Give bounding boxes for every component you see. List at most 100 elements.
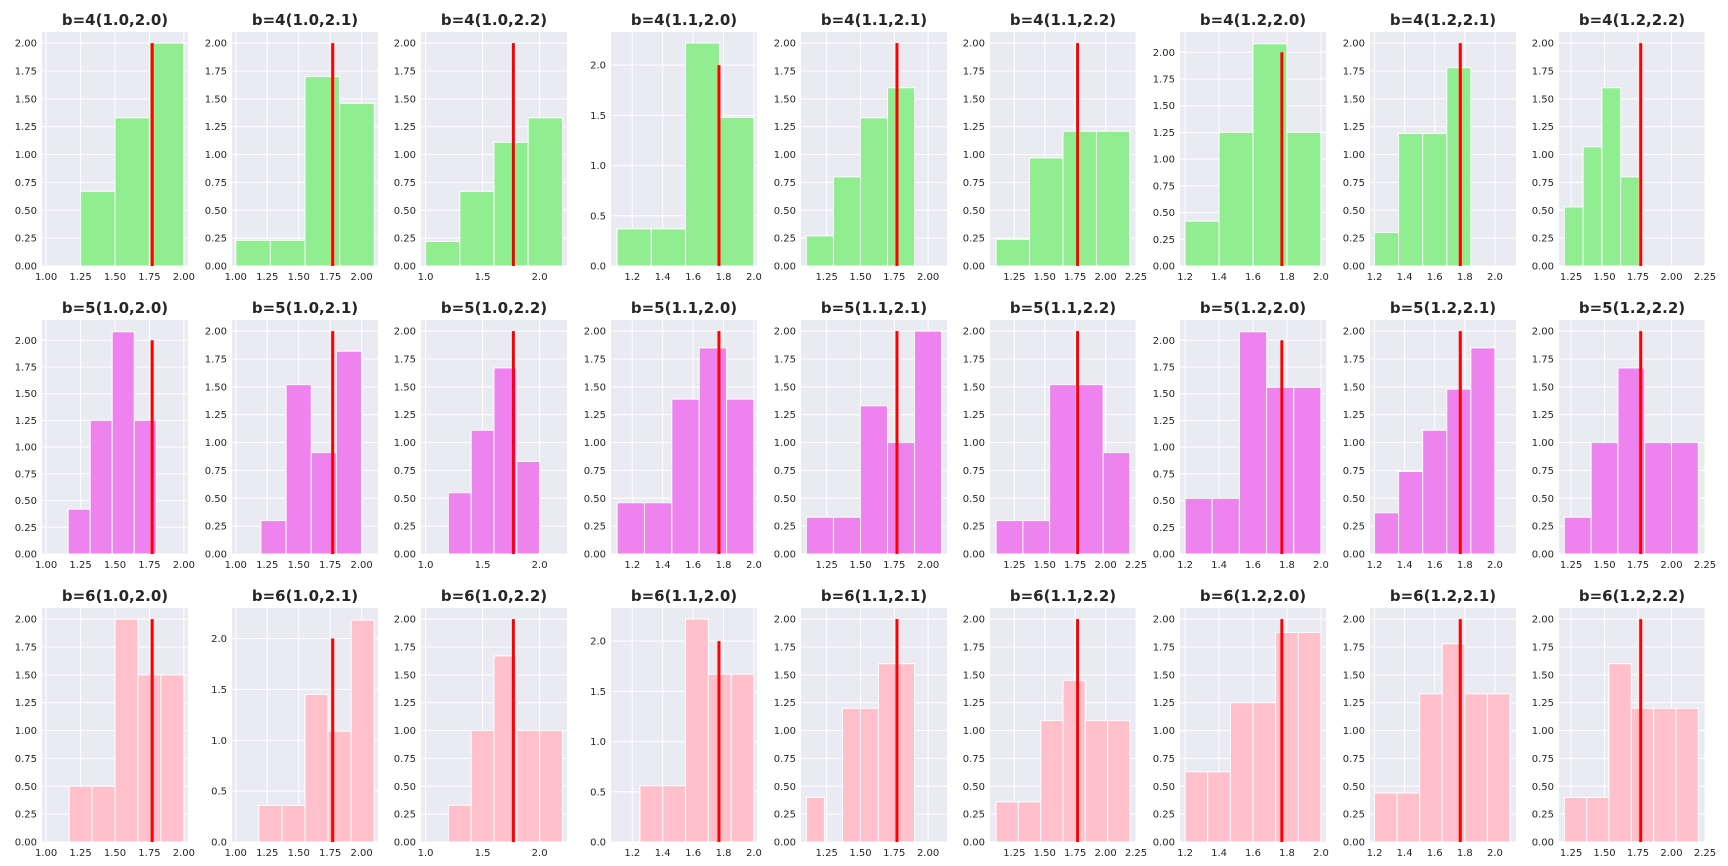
x-tick-label: 1.00 [35,848,57,859]
histogram-bar [470,730,495,843]
y-tick-label: 0.75 [15,469,37,480]
y-tick-label: 1.50 [1153,101,1175,112]
y-tick-label: 0.00 [774,262,796,273]
x-tick-label: 1.25 [69,848,91,859]
y-tick-label: 0.00 [1153,838,1175,849]
histogram-panel: b=6(1.1,2.0) 0.0 0.5 1.0 1.5 2.0 1.2 1.4 1.6 1.8 2… [569,586,762,866]
y-tick-label: 0.25 [1153,810,1175,821]
x-tick-label: 1.4 [655,272,671,283]
y-tick-label: 0.75 [394,178,416,189]
x-tick-label: 1.8 [716,848,732,859]
y-tick-label: 0.25 [15,810,37,821]
x-tick-label: 1.50 [288,272,310,283]
x-tick-label: 1.00 [225,848,247,859]
histogram-bar [527,117,563,267]
histogram-bar [1049,384,1077,555]
panel-title: b=6(1.2,2.2) [1578,587,1686,605]
x-tick-label: 1.25 [1560,560,1582,571]
histogram-plot: 0.0 0.5 1.0 1.5 2.0 1.2 1.4 1.6 1.8 2.0 [590,608,762,859]
panel-title: b=6(1.1,2.1) [820,587,928,605]
y-tick-label: 0.75 [394,466,416,477]
histogram-panel: b=4(1.2,2.1) 0.00 0.25 0.50 0.75 1.00 1.25 1.50… [1328,10,1516,290]
y-tick-label: 2.00 [1343,615,1365,626]
histogram-bar [1620,176,1640,267]
y-tick-label: 0.00 [774,550,796,561]
histogram-bar [1040,720,1064,843]
x-tick-label: 2.0 [532,560,548,571]
histogram-bar [685,618,709,843]
y-tick-label: 1.75 [205,355,227,366]
histogram-bar [80,190,116,267]
y-tick-label: 0.50 [963,494,985,505]
x-tick-label: 1.4 [1211,272,1227,283]
histogram-bar [1286,131,1322,267]
y-tick-label: 0.00 [394,838,416,849]
histogram-bar [1563,796,1588,843]
y-tick-label: 1.25 [963,122,985,133]
histogram-bar [304,76,341,267]
y-tick-label: 1.50 [1153,670,1175,681]
x-tick-label: 1.8 [1279,848,1295,859]
y-tick-label: 0.25 [774,810,796,821]
y-tick-label: 0.75 [1532,754,1554,765]
histogram-panel: b=5(1.1,2.2) 0.00 0.25 0.50 0.75 1.00 1.25 1.50… [948,298,1147,578]
x-tick-label: 1.50 [104,560,126,571]
y-tick-label: 1.50 [205,94,227,105]
histogram-bar [1297,632,1322,843]
histogram-bar [685,42,721,267]
x-tick-label: 1.75 [883,560,905,571]
y-tick-label: 0.75 [1153,181,1175,192]
y-tick-label: 1.25 [205,410,227,421]
y-tick-label: 0.5 [590,211,606,222]
y-tick-label: 0.25 [15,234,37,245]
histogram-plot: 0.00 0.25 0.50 0.75 1.00 1.25 1.50 1.75 2.00 1.25… [1532,608,1716,859]
histogram-bar [470,429,495,555]
x-tick-label: 1.4 [1211,560,1227,571]
x-tick-label: 1.75 [1627,272,1649,283]
x-tick-label: 2.0 [746,848,762,859]
histogram-bar [859,707,879,843]
y-tick-label: 0.50 [394,782,416,793]
histogram-bar [258,804,283,843]
histogram-bar [671,398,700,555]
x-tick-label: 2.25 [1694,272,1716,283]
y-tick-label: 2.00 [1153,48,1175,59]
histogram-bar [1486,693,1511,843]
y-tick-label: 1.50 [774,94,796,105]
x-tick-label: 1.2 [1367,272,1383,283]
histogram-bar [616,228,652,267]
y-tick-label: 1.00 [205,438,227,449]
histogram-panel: b=4(1.2,2.2) 0.00 0.25 0.50 0.75 1.00 1.25 1.50… [1517,10,1716,290]
y-tick-label: 0.50 [1153,782,1175,793]
y-tick-label: 1.50 [1343,94,1365,105]
histogram-bar [1266,386,1295,555]
histogram-bar [914,330,943,555]
x-tick-label: 1.25 [1560,848,1582,859]
y-tick-label: 0.25 [205,234,227,245]
panel-title: b=5(1.0,2.2) [440,299,548,317]
y-tick-label: 1.0 [590,737,606,748]
panel-title: b=5(1.1,2.2) [1009,299,1117,317]
histogram-plot: 0.00 0.25 0.50 0.75 1.00 1.25 1.50 1.75 2.00 1.25… [1532,32,1716,283]
histogram-bar [698,347,728,555]
histogram-bar [896,663,916,843]
panel-title: b=4(1.1,2.1) [820,11,928,29]
y-tick-label: 2.00 [1532,615,1554,626]
x-tick-label: 1.75 [1627,560,1649,571]
y-tick-label: 1.5 [211,685,227,696]
x-tick-label: 1.0 [418,848,434,859]
y-tick-label: 0.75 [774,754,796,765]
y-tick-label: 1.50 [774,670,796,681]
y-tick-label: 0.25 [1532,810,1554,821]
y-tick-label: 1.50 [15,389,37,400]
y-tick-label: 0.00 [584,550,606,561]
histogram-bar [285,384,312,555]
histogram-plot: 0.00 0.25 0.50 0.75 1.00 1.25 1.50 1.75 2.00 1.2 1… [1153,608,1329,859]
panel-title: b=6(1.0,2.2) [440,587,548,605]
histogram-bar [1563,206,1584,267]
y-tick-label: 0.00 [15,838,37,849]
y-tick-label: 1.25 [394,410,416,421]
histogram-panel: b=4(1.0,2.0) 0.00 0.25 0.50 0.75 1.00 1.25 1.50… [0,10,195,290]
histogram-bar [730,673,755,843]
